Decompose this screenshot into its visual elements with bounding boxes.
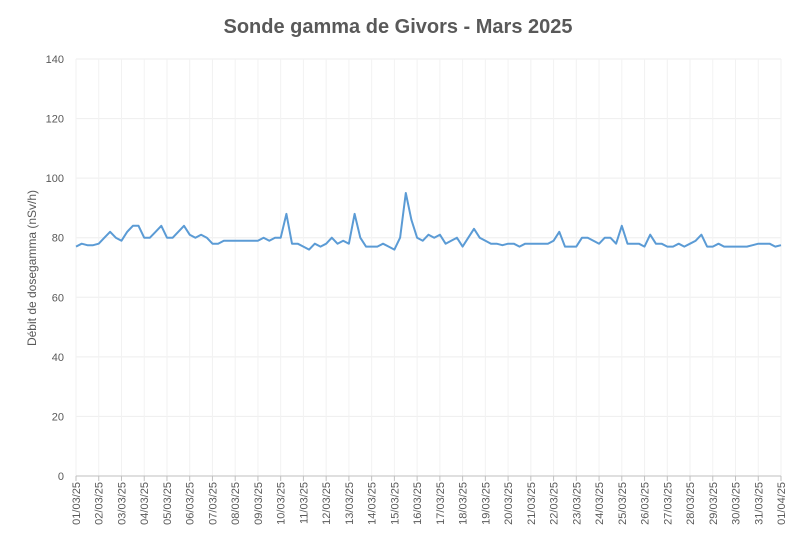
- x-tick-label: 06/03/25: [185, 482, 197, 525]
- x-tick-label: 07/03/25: [207, 482, 219, 525]
- y-tick-label: 20: [52, 411, 64, 423]
- x-tick-label: 13/03/25: [344, 482, 356, 525]
- x-tick-label: 29/03/25: [708, 482, 720, 525]
- x-tick-label: 20/03/25: [503, 482, 515, 525]
- x-tick-label: 05/03/25: [162, 482, 174, 525]
- x-tick-label: 31/03/25: [753, 482, 765, 525]
- x-tick-label: 22/03/25: [549, 482, 561, 525]
- x-tick-label: 01/03/25: [71, 482, 83, 525]
- x-tick-label: 26/03/25: [640, 482, 652, 525]
- y-tick-label: 100: [46, 173, 64, 185]
- x-tick-label: 04/03/25: [139, 482, 151, 525]
- x-tick-label: 14/03/25: [367, 482, 379, 525]
- x-tick-label: 11/03/25: [298, 482, 310, 524]
- y-tick-label: 0: [58, 471, 64, 483]
- x-tick-label: 24/03/25: [594, 482, 606, 525]
- y-tick-label: 140: [46, 54, 64, 66]
- x-tick-label: 27/03/25: [662, 482, 674, 525]
- x-tick-label: 12/03/25: [321, 482, 333, 525]
- x-tick-label: 16/03/25: [412, 482, 424, 525]
- x-tick-label: 08/03/25: [230, 482, 242, 525]
- x-tick-label: 03/03/25: [116, 482, 128, 525]
- x-tick-label: 09/03/25: [253, 482, 265, 525]
- x-tick-label: 28/03/25: [685, 482, 697, 525]
- chart-title: Sonde gamma de Givors - Mars 2025: [223, 16, 572, 38]
- y-tick-label: 80: [52, 233, 64, 245]
- x-tick-label: 17/03/25: [435, 482, 447, 525]
- x-tick-label: 21/03/25: [526, 482, 538, 525]
- x-tick-label: 15/03/25: [389, 482, 401, 525]
- x-tick-label: 02/03/25: [94, 482, 106, 525]
- x-tick-label: 25/03/25: [617, 482, 629, 525]
- data-line: [75, 192, 782, 251]
- y-tick-label: 120: [46, 114, 64, 126]
- y-tick-label: 60: [52, 292, 64, 304]
- x-tick-label: 18/03/25: [458, 482, 470, 525]
- x-tick-label: 30/03/25: [731, 482, 743, 525]
- y-tick-label: 40: [52, 352, 64, 364]
- x-tick-label: 01/04/25: [776, 482, 788, 525]
- x-tick-label: 19/03/25: [480, 482, 492, 525]
- x-tick-label: 23/03/25: [571, 482, 583, 525]
- y-axis-label: Débit de dosegamma (nSv/h): [25, 190, 39, 346]
- x-tick-label: 10/03/25: [276, 482, 288, 525]
